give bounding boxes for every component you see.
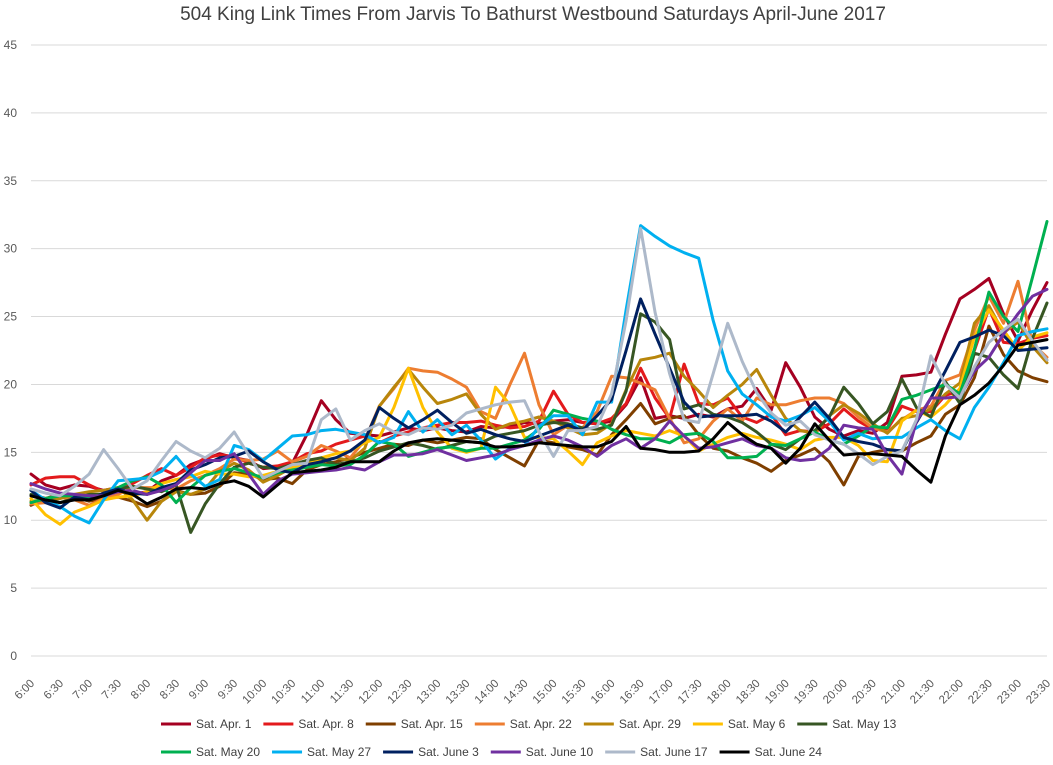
- legend-label: Sat. May 27: [307, 745, 371, 759]
- series-line-0: [29, 277, 1049, 496]
- x-tick-label: 8:30: [158, 678, 182, 702]
- x-tick-label: 7:30: [100, 678, 124, 702]
- series-line-3: [29, 279, 1049, 507]
- chart-title: 504 King Link Times From Jarvis To Bathu…: [180, 4, 886, 25]
- legend-label: Sat. Apr. 8: [298, 717, 354, 731]
- legend-label: Sat. Apr. 1: [196, 717, 252, 731]
- x-tick-label: 7:00: [71, 678, 95, 702]
- gridlines: [31, 44, 1047, 657]
- series-line-10: [29, 287, 1049, 498]
- series-line-12: [29, 338, 1049, 506]
- y-tick-label: 10: [4, 513, 18, 527]
- x-axis-tick-labels: 6:00 6:30 7:00 7:30 8:00 8:30 9:00 9:30 10:00 10:…: [13, 678, 1053, 707]
- x-tick-label: 19:00: [763, 678, 792, 707]
- x-tick-label: 13:00: [415, 678, 444, 707]
- x-tick-label: 23:00: [995, 678, 1024, 707]
- x-tick-label: 15:00: [531, 678, 560, 707]
- y-tick-label: 35: [4, 174, 18, 188]
- y-tick-label: 15: [4, 445, 18, 459]
- x-tick-label: 6:30: [42, 678, 66, 702]
- legend-label: Sat. June 24: [755, 745, 823, 759]
- x-tick-label: 22:30: [966, 678, 995, 707]
- y-tick-label: 0: [10, 649, 17, 663]
- series-line-11: [29, 226, 1049, 498]
- legend-label: Sat. May 20: [196, 745, 260, 759]
- x-tick-label: 10:00: [241, 678, 270, 707]
- legend-label: Sat. Apr. 22: [510, 717, 572, 731]
- x-tick-label: 22:00: [937, 678, 966, 707]
- x-tick-label: 11:30: [328, 678, 356, 706]
- x-tick-label: 6:00: [13, 678, 37, 702]
- legend-label: Sat. May 6: [728, 717, 786, 731]
- x-tick-label: 14:00: [473, 678, 502, 707]
- x-tick-label: 12:30: [386, 678, 415, 707]
- x-tick-label: 20:30: [850, 678, 879, 707]
- y-tick-label: 5: [10, 581, 17, 595]
- legend-label: Sat. June 10: [526, 745, 594, 759]
- x-tick-label: 12:00: [357, 678, 386, 707]
- x-tick-label: 17:00: [647, 678, 676, 707]
- legend-label: Sat. June 3: [418, 745, 479, 759]
- x-tick-label: 18:00: [705, 678, 734, 707]
- x-tick-label: 16:00: [589, 678, 618, 707]
- y-tick-label: 20: [4, 377, 18, 391]
- y-tick-label: 40: [4, 106, 18, 120]
- y-axis-tick-labels: 0 5 10 15 20 25 30 35 40 45: [4, 38, 18, 663]
- x-tick-label: 11:00: [299, 678, 327, 706]
- x-tick-label: 18:30: [734, 678, 763, 707]
- legend-label: Sat. June 17: [640, 745, 708, 759]
- x-tick-label: 17:30: [676, 678, 705, 707]
- x-tick-label: 10:30: [270, 678, 299, 707]
- series-lines: [29, 220, 1049, 534]
- x-tick-label: 13:30: [444, 678, 473, 707]
- y-tick-label: 45: [4, 38, 18, 52]
- x-tick-label: 21:00: [879, 678, 908, 707]
- legend: Sat. Apr. 1 Sat. Apr. 8 Sat. Apr. 15 Sat. A…: [161, 717, 897, 759]
- x-tick-label: 8:00: [129, 678, 153, 702]
- y-tick-label: 25: [4, 310, 18, 324]
- x-tick-label: 14:30: [502, 678, 531, 707]
- x-tick-label: 9:30: [216, 678, 240, 702]
- x-tick-label: 15:30: [560, 678, 589, 707]
- legend-label: Sat. Apr. 15: [401, 717, 463, 731]
- x-tick-label: 9:00: [187, 678, 211, 702]
- y-tick-label: 30: [4, 242, 18, 256]
- legend-label: Sat. Apr. 29: [619, 717, 681, 731]
- x-tick-label: 16:30: [618, 678, 647, 707]
- x-tick-label: 20:00: [821, 678, 850, 707]
- series-line-7: [29, 220, 1049, 505]
- x-tick-label: 23:30: [1024, 678, 1053, 707]
- x-tick-label: 21:30: [908, 678, 937, 707]
- legend-label: Sat. May 13: [832, 717, 896, 731]
- x-tick-label: 19:30: [792, 678, 821, 707]
